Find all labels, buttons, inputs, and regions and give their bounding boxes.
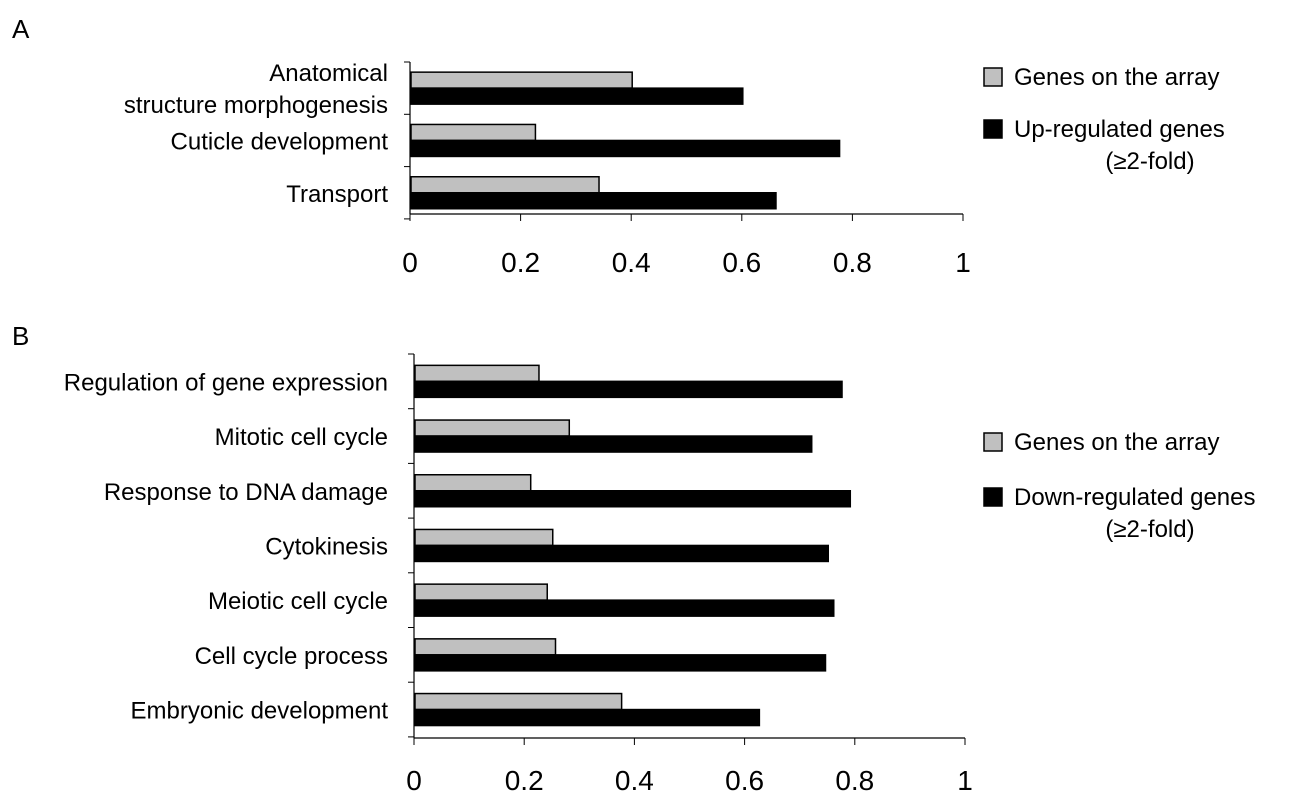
bar-regulated-genes	[414, 544, 829, 563]
bar-genes-on-array	[414, 692, 623, 711]
category-label: Cell cycle process	[195, 643, 388, 670]
category-label: Transport	[286, 181, 388, 208]
x-tick-label: 0	[406, 765, 422, 796]
category-label: Cuticle development	[171, 128, 389, 155]
category-label: Cytokinesis	[265, 533, 388, 560]
legend-swatch	[983, 119, 1003, 139]
x-tick-label: 1	[957, 765, 973, 796]
bar-regulated-genes	[414, 380, 843, 399]
x-tick-label: 0.4	[612, 247, 651, 278]
bar-regulated-genes	[414, 490, 852, 508]
bar-regulated-genes	[414, 435, 813, 453]
legend-swatch	[983, 432, 1003, 452]
panel-b: B 0 0.2 0.4 0.6 0.8 1 Regulation of gene expres…	[12, 321, 1256, 796]
x-tick-label: 0	[402, 247, 418, 278]
x-tick-label: 0.2	[505, 765, 544, 796]
legend-label: Up-regulated genes	[1014, 116, 1225, 143]
legend-label: Down-regulated genes	[1014, 484, 1256, 511]
bar-genes-on-array	[414, 583, 548, 601]
category-label: Mitotic cell cycle	[215, 424, 388, 451]
bar-regulated-genes	[414, 708, 761, 727]
legend-swatch	[983, 67, 1003, 87]
category-label: Regulation of gene expression	[64, 369, 388, 396]
bar-genes-on-array	[410, 71, 633, 89]
x-tick-label: 0.6	[722, 247, 761, 278]
bar-genes-on-array	[410, 176, 600, 194]
panel-a: A 0 0.2 0.4 0.6 0.8 1 Anatomical structure morph…	[12, 14, 1225, 278]
legend: Genes on the array Down-regulated genes (≥…	[983, 429, 1256, 543]
bar-genes-on-array	[414, 474, 532, 492]
category-label: Embryonic development	[131, 698, 389, 725]
category-label: Anatomical	[269, 60, 388, 87]
x-tick-label: 1	[955, 247, 971, 278]
bar-regulated-genes	[410, 87, 744, 105]
bar-regulated-genes	[414, 599, 835, 617]
bar-regulated-genes	[414, 654, 827, 672]
x-tick-label: 0.8	[833, 247, 872, 278]
legend-label-line2: (≥2-fold)	[1105, 516, 1194, 543]
bar-regulated-genes	[410, 139, 841, 158]
bar-genes-on-array	[410, 123, 537, 142]
bar-genes-on-array	[414, 528, 554, 547]
x-tick-label: 0.8	[835, 765, 874, 796]
legend-label-line2: (≥2-fold)	[1105, 148, 1194, 175]
category-label: structure morphogenesis	[124, 92, 388, 119]
legend-label: Genes on the array	[1014, 64, 1219, 91]
panel-letter: B	[12, 321, 29, 351]
legend-label: Genes on the array	[1014, 429, 1219, 456]
bar-genes-on-array	[414, 419, 571, 437]
x-tick-label: 0.6	[725, 765, 764, 796]
x-tick-label: 0.4	[615, 765, 654, 796]
legend-swatch	[983, 487, 1003, 507]
bar-genes-on-array	[414, 638, 557, 656]
bar-regulated-genes	[410, 192, 777, 210]
x-tick-label: 0.2	[501, 247, 540, 278]
bar-genes-on-array	[414, 364, 540, 383]
legend: Genes on the array Up-regulated genes (≥2-…	[983, 64, 1225, 175]
category-label: Response to DNA damage	[104, 479, 388, 506]
category-label: Meiotic cell cycle	[208, 588, 388, 615]
panel-letter: A	[12, 14, 30, 44]
